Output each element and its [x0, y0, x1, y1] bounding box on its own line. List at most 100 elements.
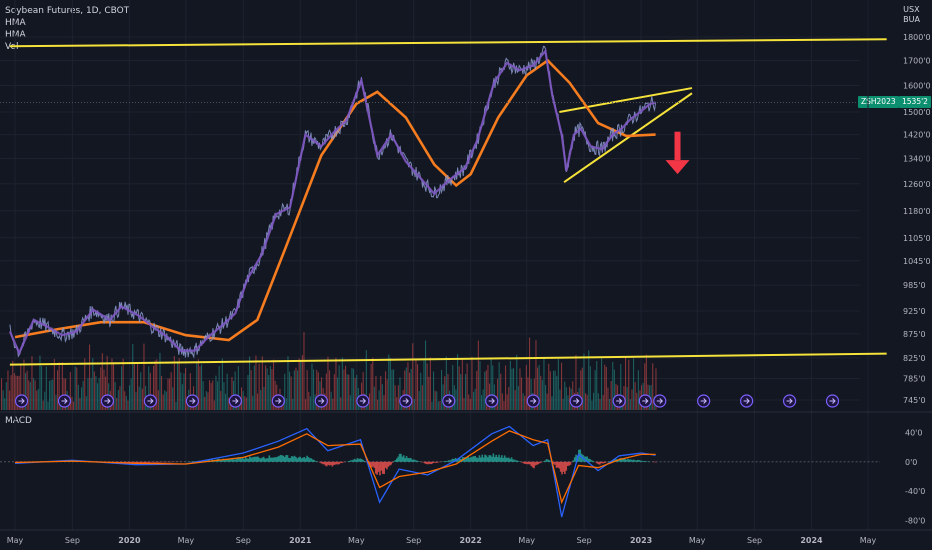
macd-histogram-bar: [289, 457, 292, 462]
volume-bar: [12, 360, 14, 410]
macd-histogram-bar: [167, 461, 170, 463]
macd-histogram-bar: [285, 455, 287, 462]
event-marker-icon: [612, 394, 626, 408]
x-tick-label: May: [178, 536, 195, 545]
volume-bar: [97, 383, 99, 410]
macd-histogram-bar: [437, 461, 440, 463]
macd-histogram-bar: [653, 461, 656, 463]
volume-bar: [535, 340, 537, 410]
volume-bar: [20, 364, 22, 410]
volume-bar: [95, 376, 97, 410]
volume-bar: [628, 359, 630, 410]
macd-histogram-bar: [246, 458, 248, 462]
volume-bar: [92, 358, 94, 410]
volume-bar: [148, 366, 150, 410]
volume-bar: [308, 391, 310, 410]
macd-histogram-bar: [634, 460, 636, 462]
macd-histogram-bar: [643, 461, 646, 462]
macd-histogram-bar: [635, 460, 638, 462]
macd-histogram-bar: [499, 457, 502, 462]
volume-bar: [527, 377, 529, 410]
macd-histogram-bar: [632, 459, 635, 462]
volume-bar: [149, 372, 151, 410]
macd-histogram-bar: [566, 461, 569, 466]
volume-bar: [351, 367, 353, 410]
volume-bar: [593, 392, 595, 410]
volume-bar: [119, 386, 121, 410]
volume-bar: [439, 400, 441, 410]
volume-bar: [127, 400, 129, 410]
macd-histogram-bar: [641, 460, 643, 462]
y-tick-label: 875'0: [903, 330, 926, 339]
event-marker-arrow: [104, 398, 111, 404]
macd-histogram-bar: [260, 458, 262, 462]
volume-bar: [481, 395, 483, 410]
event-marker-icon: [740, 394, 754, 408]
event-marker-icon: [100, 394, 115, 408]
volume-bar: [597, 393, 599, 410]
volume-bar: [170, 372, 172, 410]
volume-bar: [487, 364, 489, 410]
macd-histogram-bar: [268, 455, 271, 462]
volume-bar: [69, 372, 71, 410]
macd-histogram-bar: [536, 461, 538, 465]
macd-histogram-bar: [639, 460, 642, 462]
event-marker-arrow: [61, 398, 68, 404]
macd-histogram-bar: [314, 460, 317, 462]
macd-histogram-bar: [425, 461, 427, 465]
volume-bar: [586, 394, 588, 410]
volume-bar: [421, 385, 423, 410]
macd-histogram-bar: [374, 461, 377, 474]
macd-histogram-bar: [276, 456, 279, 462]
macd-histogram-bar: [428, 461, 430, 464]
macd-histogram-bar: [341, 461, 343, 464]
volume-bar: [346, 374, 348, 410]
macd-histogram-bar: [240, 458, 243, 462]
macd-histogram-bar: [529, 461, 531, 465]
macd-histogram-bar: [279, 454, 282, 462]
volume-bar: [197, 359, 199, 410]
macd-histogram-bar: [629, 459, 632, 462]
macd-histogram-bar: [269, 457, 272, 462]
macd-histogram-bar: [545, 459, 548, 462]
volume-bar: [367, 400, 369, 410]
macd-histogram-bar: [489, 455, 492, 462]
volume-bar: [122, 358, 124, 410]
volume-bar: [26, 370, 28, 410]
macd-histogram-bar: [506, 457, 509, 462]
volume-bar: [468, 394, 470, 410]
volume-bar: [242, 391, 244, 410]
volume-bar: [39, 355, 41, 410]
volume-bar: [244, 396, 246, 410]
volume-bar: [557, 359, 559, 410]
volume-bar: [241, 387, 243, 410]
volume-bar: [117, 389, 119, 410]
volume-bar: [423, 360, 425, 410]
macd-histogram-bar: [351, 460, 353, 462]
macd-histogram-bar: [379, 461, 381, 476]
volume-bar: [178, 358, 180, 410]
macd-histogram-bar: [296, 458, 299, 462]
volume-bar: [610, 381, 612, 410]
volume-bar: [633, 358, 635, 410]
macd-histogram-bar: [412, 459, 415, 462]
volume-bar: [183, 373, 185, 410]
macd-histogram-bar: [471, 456, 474, 462]
volume-bar: [375, 375, 377, 410]
event-marker-icon: [442, 394, 456, 408]
volume-bar: [23, 359, 25, 410]
volume-bar: [329, 370, 331, 410]
volume-bar: [516, 354, 518, 410]
volume-bar: [173, 355, 175, 410]
volume-bar: [250, 370, 252, 410]
volume-bar: [266, 368, 268, 410]
macd-histogram-bar: [509, 458, 512, 462]
volume-bar: [602, 394, 604, 410]
macd-histogram-bar: [600, 461, 603, 464]
macd-histogram-bar: [636, 459, 639, 462]
volume-bar: [213, 400, 215, 410]
macd-histogram-bar: [337, 461, 339, 465]
volume-bar: [231, 376, 233, 410]
currency-labels: USX BUA: [903, 5, 920, 25]
